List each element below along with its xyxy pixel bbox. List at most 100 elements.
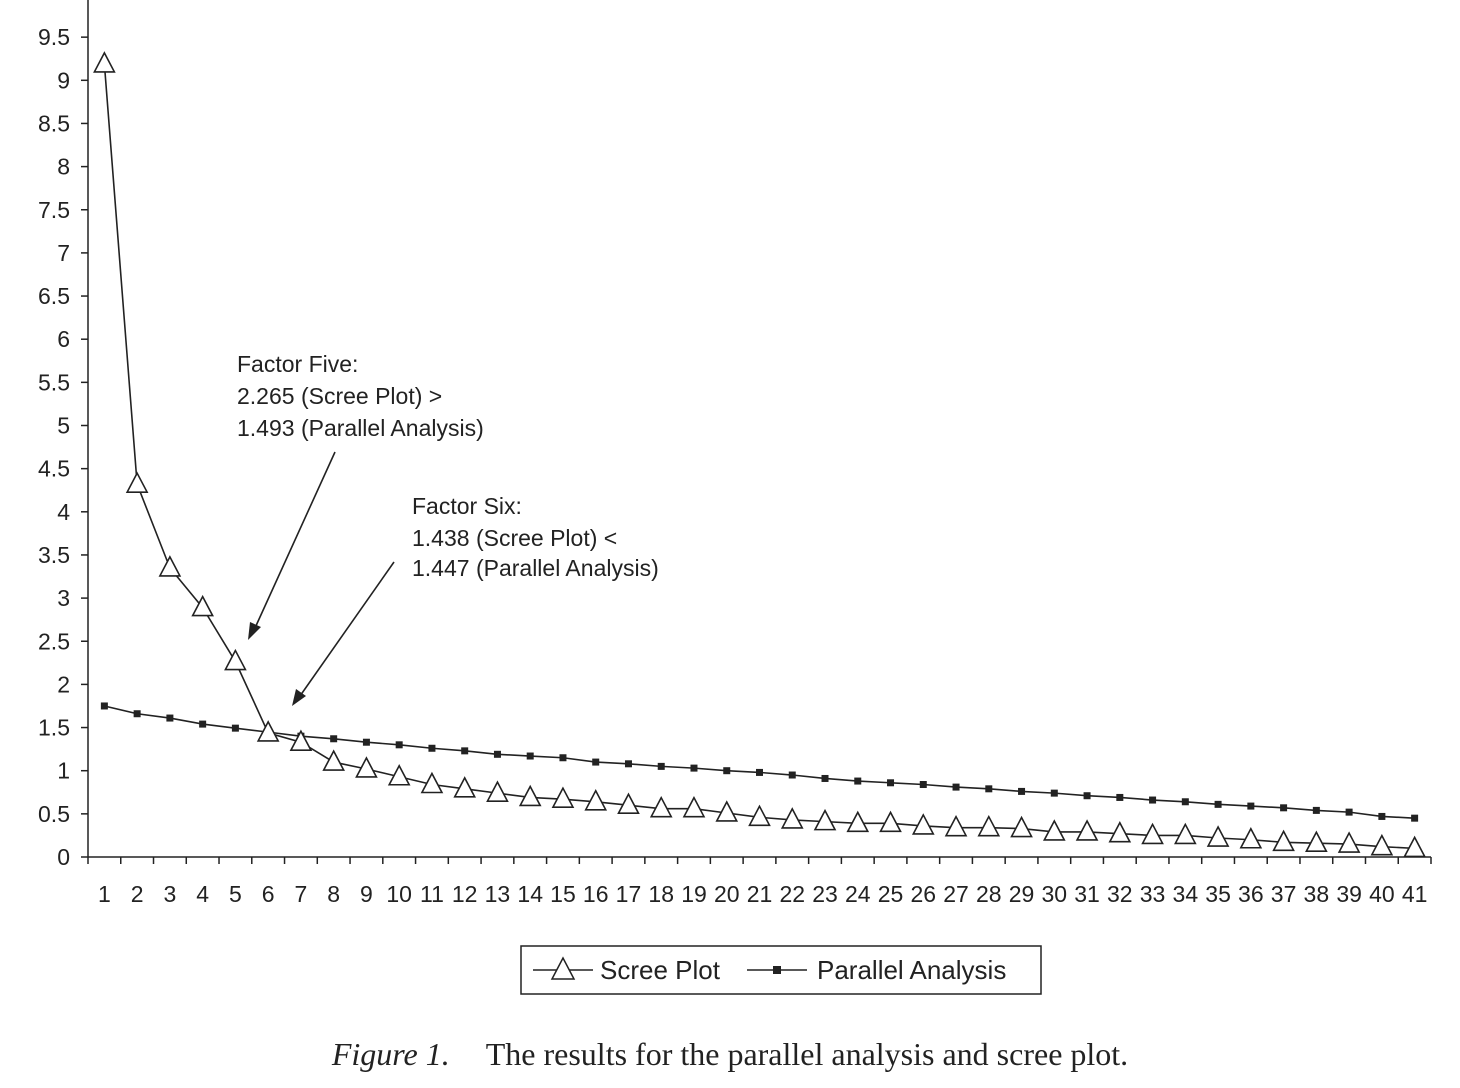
y-tick-label: 7 xyxy=(57,240,70,266)
parallel-analysis-point xyxy=(199,720,207,728)
x-tick-label: 27 xyxy=(943,881,969,907)
parallel-analysis-point xyxy=(1411,814,1419,822)
parallel-analysis-point xyxy=(592,758,600,766)
scree-plot-point xyxy=(1042,819,1066,841)
parallel-analysis-point xyxy=(756,768,763,776)
x-tick-label: 18 xyxy=(648,881,674,907)
annotation-factor-six-arrow xyxy=(299,561,395,697)
figure-caption: Figure 1. The results for the parallel an… xyxy=(0,1036,1460,1073)
parallel-analysis-point xyxy=(887,779,895,787)
x-tick-label: 20 xyxy=(714,881,740,907)
parallel-analysis-point xyxy=(821,774,829,782)
scree-plot-point xyxy=(158,555,182,577)
parallel-analysis-point xyxy=(1280,804,1288,812)
scree-plot-point xyxy=(1108,820,1132,843)
x-tick-labels: 1 2 3 4 5 6 7 8 9 10 11 12 13 14 15 16 17 18 19 20 21 22 23 24 2… xyxy=(98,881,1427,907)
y-tick-label: 5 xyxy=(57,413,70,439)
annotation-factor-six-line-3: 1.447 (Parallel Analysis) xyxy=(412,555,659,581)
scree-plot-point xyxy=(780,807,804,829)
y-tick-label: 2 xyxy=(57,671,70,697)
annotation-factor-five-line-3: 1.493 (Parallel Analysis) xyxy=(237,415,484,441)
y-tick-label: 7.5 xyxy=(38,197,70,223)
x-tick-label: 37 xyxy=(1271,881,1297,907)
scree-plot-point xyxy=(682,795,706,818)
legend: Scree Plot Parallel Analysis xyxy=(520,945,1042,995)
x-tick-label: 5 xyxy=(229,881,242,907)
scree-plot-point xyxy=(649,795,673,818)
scree-plot-point xyxy=(911,813,935,835)
parallel-analysis-point xyxy=(1247,802,1255,810)
x-tick-label: 11 xyxy=(420,881,444,907)
x-tick-label: 16 xyxy=(583,881,609,907)
x-tick-label: 3 xyxy=(163,881,176,907)
legend-scree-triangle-marker xyxy=(550,956,576,980)
parallel-analysis-point xyxy=(362,738,370,746)
parallel-analysis-point xyxy=(1083,792,1091,800)
x-tick-label: 40 xyxy=(1369,881,1395,907)
scree-plot-point xyxy=(748,804,771,827)
y-tick-labels: 0 0.5 1 1.5 2 2.5 3 3.5 4 4.5 5 5.5 6 6.5 7 7.5 8 8.5 9 9.5 xyxy=(38,24,70,870)
figure-label: Figure 1. xyxy=(331,1036,450,1072)
scree-plot-point xyxy=(1075,819,1099,841)
y-tick-label: 0.5 xyxy=(38,801,70,827)
parallel-analysis-point xyxy=(1018,787,1026,795)
scree-plot-point xyxy=(879,810,902,833)
scree-plot-point xyxy=(93,51,116,73)
parallel-analysis-point xyxy=(1345,808,1353,816)
x-tick-label: 33 xyxy=(1140,881,1166,907)
x-tick-label: 39 xyxy=(1336,881,1362,907)
x-tick-label: 28 xyxy=(976,881,1002,907)
parallel-analysis-point xyxy=(788,771,796,779)
parallel-analysis-point xyxy=(1214,800,1222,808)
x-tick-label: 1 xyxy=(98,881,111,907)
parallel-analysis-point xyxy=(919,781,927,789)
y-tick-label: 1 xyxy=(57,758,70,784)
scree-plot-point xyxy=(289,729,313,752)
y-tick-label: 6 xyxy=(57,326,70,352)
y-tick-label: 2.5 xyxy=(38,628,70,654)
annotation-factor-five-arrowhead xyxy=(248,622,261,640)
annotation-factor-five-arrow xyxy=(254,451,336,629)
scree-plot-point xyxy=(256,720,280,742)
x-tick-label: 10 xyxy=(386,881,412,907)
x-tick-label: 19 xyxy=(681,881,707,907)
parallel-analysis-point xyxy=(854,777,862,785)
parallel-analysis-point xyxy=(952,783,960,791)
parallel-analysis-point xyxy=(1181,798,1189,806)
x-tick-label: 13 xyxy=(485,881,511,907)
scree-plot-point xyxy=(813,808,837,831)
parallel-analysis-point xyxy=(723,767,731,775)
y-tick-label: 0 xyxy=(57,844,70,870)
x-tick-label: 7 xyxy=(295,881,308,907)
parallel-analysis-point xyxy=(461,747,469,755)
scree-plot-point xyxy=(1337,831,1361,853)
parallel-analysis-point xyxy=(231,724,239,732)
x-tick-label: 2 xyxy=(131,881,144,907)
x-tick-label: 9 xyxy=(360,881,373,907)
scree-plot-point xyxy=(1403,835,1426,858)
x-tick-label: 17 xyxy=(616,881,642,907)
x-tick-label: 21 xyxy=(747,881,773,907)
y-tick-label: 3.5 xyxy=(38,542,70,568)
scree-plot-point xyxy=(1272,829,1295,852)
scree-plot-point xyxy=(1010,815,1033,838)
scree-plot-point xyxy=(846,810,870,833)
scree-plot-point xyxy=(420,771,444,794)
annotation-factor-six: Factor Six: 1.438 (Scree Plot) < 1.447 (… xyxy=(412,493,659,581)
x-tick-label: 36 xyxy=(1238,881,1264,907)
figure-caption-text: The results for the parallel analysis an… xyxy=(485,1036,1129,1072)
x-tick-label: 41 xyxy=(1402,881,1428,907)
y-tick-label: 1.5 xyxy=(38,715,70,741)
parallel-analysis-point xyxy=(100,702,108,710)
x-tick-label: 30 xyxy=(1042,881,1068,907)
scree-plot-point xyxy=(322,749,345,771)
parallel-analysis-point xyxy=(428,744,436,752)
scree-plot-point xyxy=(486,780,509,802)
y-tick-label: 6.5 xyxy=(38,283,70,309)
y-tick-label: 4.5 xyxy=(38,456,70,482)
scree-plot-point xyxy=(715,800,739,822)
parallel-analysis-point xyxy=(1378,812,1386,820)
annotations: Factor Five: 2.265 (Scree Plot) > 1.493 … xyxy=(237,351,659,706)
scree-plot-point xyxy=(1370,833,1394,856)
y-tick-label: 9.5 xyxy=(38,24,70,50)
